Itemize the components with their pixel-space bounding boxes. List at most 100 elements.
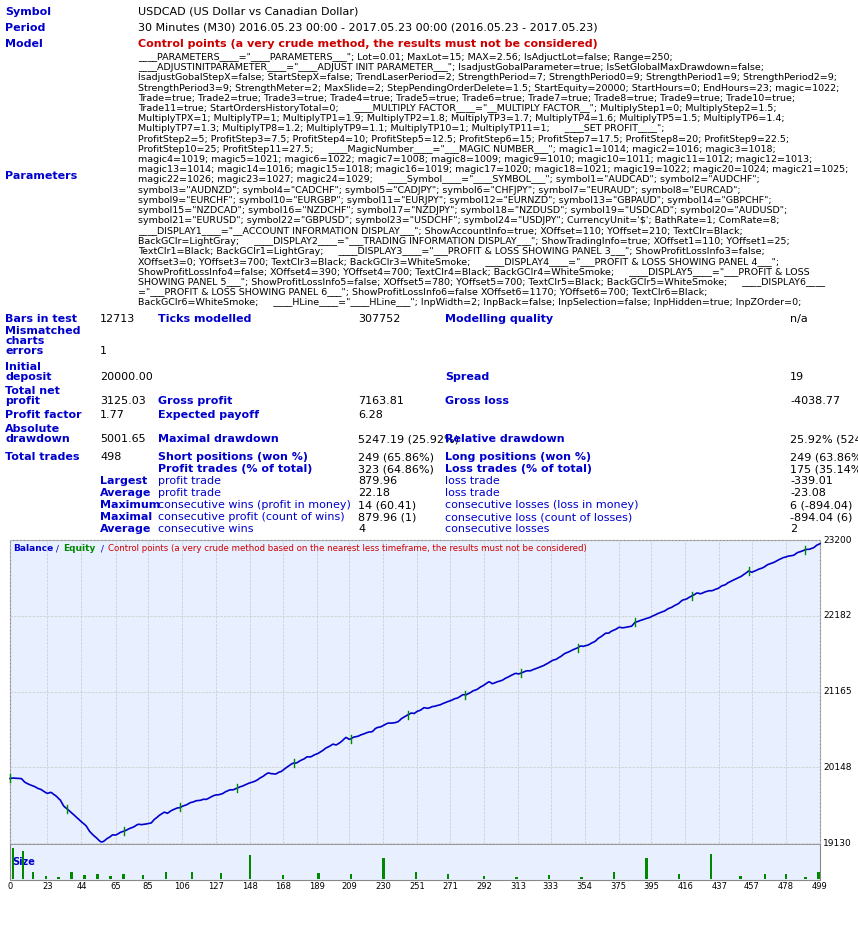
Text: Maximal drawdown: Maximal drawdown	[158, 434, 279, 444]
Bar	[678, 874, 680, 879]
Text: Average: Average	[100, 488, 151, 498]
Bar	[317, 872, 320, 879]
Bar	[281, 875, 284, 879]
Text: ="___PROFIT & LOSS SHOWING PANEL 6___"; ShowProfitLossInfo6=false XOffset6=1170;: ="___PROFIT & LOSS SHOWING PANEL 6___"; …	[138, 287, 707, 297]
Text: symbol3="AUDNZD"; symbol4="CADCHF"; symbol5="CADJPY"; symbol6="CHFJPY"; symbol7=: symbol3="AUDNZD"; symbol4="CADCHF"; symb…	[138, 186, 740, 195]
Text: 14 (60.41): 14 (60.41)	[358, 500, 416, 510]
Bar	[817, 871, 819, 879]
Text: 12713: 12713	[100, 314, 136, 324]
Bar	[516, 877, 517, 879]
Text: consecutive losses (loss in money): consecutive losses (loss in money)	[445, 500, 638, 510]
Bar	[613, 872, 615, 879]
Bar	[645, 858, 648, 879]
Text: 478: 478	[778, 882, 794, 891]
Text: 85: 85	[142, 882, 154, 891]
Text: Period: Period	[5, 23, 45, 33]
Text: Spread: Spread	[445, 372, 489, 382]
Text: Size: Size	[12, 857, 35, 868]
Text: 21165: 21165	[823, 687, 852, 696]
Text: 499: 499	[813, 882, 828, 891]
Text: 23: 23	[42, 882, 52, 891]
Bar	[96, 873, 99, 879]
Text: drawdown: drawdown	[5, 434, 69, 444]
Text: StrengthPeriod3=9; StrengthMeter=2; MaxSlide=2; StepPendingOrderDelete=1.5; Star: StrengthPeriod3=9; StrengthMeter=2; MaxS…	[138, 84, 839, 92]
Text: 5247.19 (25.92%): 5247.19 (25.92%)	[358, 434, 459, 444]
Text: XOffset3=0; YOffset3=700; TextClr3=Black; BackGClr3=WhiteSmoke;     ____DISPLAY4: XOffset3=0; YOffset3=700; TextClr3=Black…	[138, 257, 779, 266]
Text: MultiplyTP7=1.3; MultiplyTP8=1.2; MultiplyTP9=1.1; MultiplyTP10=1; MultiplyTP11=: MultiplyTP7=1.3; MultiplyTP8=1.2; Multip…	[138, 124, 664, 134]
Text: BackGClr6=WhiteSmoke;     ____HLine____="____HLine___"; InpWidth=2; InpBack=fals: BackGClr6=WhiteSmoke; ____HLine____="___…	[138, 298, 801, 307]
Text: IsadjustGobalStepX=false; StartStepX=false; TrendLaserPeriod=2; StrengthPeriod=7: IsadjustGobalStepX=false; StartStepX=fal…	[138, 73, 837, 82]
Bar	[710, 854, 712, 879]
Text: -894.04 (6): -894.04 (6)	[790, 512, 852, 522]
Text: Model: Model	[5, 39, 43, 49]
Text: 25.92% (5247.19): 25.92% (5247.19)	[790, 434, 858, 444]
Text: BackGClr=LightGray;     ____DISPLAY2____="___TRADING INFORMATION DISPLAY___"; Sh: BackGClr=LightGray; ____DISPLAY2____="__…	[138, 236, 789, 246]
Text: 168: 168	[275, 882, 291, 891]
Text: /: /	[53, 544, 62, 553]
Text: Largest: Largest	[100, 476, 148, 486]
Text: 416: 416	[677, 882, 693, 891]
Text: magic13=1014; magic14=1016; magic15=1018; magic16=1019; magic17=1020; magic18=10: magic13=1014; magic14=1016; magic15=1018…	[138, 165, 849, 174]
Text: ____ADJUSTINITPARAMETER____="____ADJUST INIT PARAMETER___"; IsadjustGobalParamet: ____ADJUSTINITPARAMETER____="____ADJUST …	[138, 63, 764, 73]
Text: 1.77: 1.77	[100, 410, 125, 420]
Text: ____PARAMETERS____="____PARAMETERS___"; Lot=0.01; MaxLot=15; MAX=2.56; IsAdjuctL: ____PARAMETERS____="____PARAMETERS___"; …	[138, 53, 673, 62]
Bar	[382, 858, 384, 879]
Text: magic4=1019; magic5=1021; magic6=1022; magic7=1008; magic8=1009; magic9=1010; ma: magic4=1019; magic5=1021; magic6=1022; m…	[138, 155, 813, 164]
Bar	[220, 873, 222, 879]
Text: Modelling quality: Modelling quality	[445, 314, 553, 324]
Text: 6 (-894.04): 6 (-894.04)	[790, 500, 852, 510]
Text: profit trade: profit trade	[158, 476, 221, 486]
Text: 437: 437	[711, 882, 728, 891]
Text: 30 Minutes (M30) 2016.05.23 00:00 - 2017.05.23 00:00 (2016.05.23 - 2017.05.23): 30 Minutes (M30) 2016.05.23 00:00 - 2017…	[138, 23, 598, 33]
Bar	[580, 877, 583, 879]
Text: 19: 19	[790, 372, 804, 382]
Text: ProfitStep10=25; ProfitStep11=27.5;     ____MagicNumber____="___MAGIC NUMBER___": ProfitStep10=25; ProfitStep11=27.5; ____…	[138, 145, 776, 154]
Bar	[447, 874, 450, 879]
Text: symbol21="EURUSD"; symbol22="GBPUSD"; symbol23="USDCHF"; symbol24="USDJPY"; Curr: symbol21="EURUSD"; symbol22="GBPUSD"; sy…	[138, 217, 780, 225]
Bar	[764, 873, 766, 879]
Text: 20000.00: 20000.00	[100, 372, 153, 382]
Bar	[165, 872, 167, 879]
Text: charts: charts	[5, 336, 45, 346]
Text: USDCAD (US Dollar vs Canadian Dollar): USDCAD (US Dollar vs Canadian Dollar)	[138, 7, 359, 17]
Text: 6.28: 6.28	[358, 410, 383, 420]
Bar	[483, 876, 485, 879]
Text: SHOWING PANEL 5___"; ShowProfitLossInfo5=false; XOffset5=780; YOffset5=700; Text: SHOWING PANEL 5___"; ShowProfitLossInfo5…	[138, 277, 825, 286]
Text: Profit trades (% of total): Profit trades (% of total)	[158, 464, 312, 474]
Text: 0: 0	[8, 882, 13, 891]
Bar	[547, 875, 550, 879]
Text: 4: 4	[358, 524, 366, 534]
Text: 22182: 22182	[823, 611, 851, 621]
Text: 1: 1	[100, 346, 107, 356]
Text: profit: profit	[5, 396, 40, 406]
Text: consecutive loss (count of losses): consecutive loss (count of losses)	[445, 512, 632, 522]
Text: Equity: Equity	[63, 544, 95, 553]
Bar	[70, 872, 73, 879]
Bar	[45, 876, 47, 879]
Bar	[414, 872, 417, 879]
Bar	[190, 871, 193, 879]
Text: deposit: deposit	[5, 372, 51, 382]
Text: ShowProfitLossInfo4=false; XOffset4=390; YOffset4=700; TextClr4=Black; BackGClr4: ShowProfitLossInfo4=false; XOffset4=390;…	[138, 268, 810, 276]
Bar	[12, 848, 15, 879]
Text: profit trade: profit trade	[158, 488, 221, 498]
Text: Parameters: Parameters	[5, 171, 77, 181]
Text: symbol15="NZDCAD"; symbol16="NZDCHF"; symbol17="NZDJPY"; symbol18="NZDUSD"; symb: symbol15="NZDCAD"; symbol16="NZDCHF"; sy…	[138, 206, 788, 215]
Text: Trade11=true; StartOrdersHistoryTotal=0;     ____MULTIPLY FACTOR____="__MULTIPLY: Trade11=true; StartOrdersHistoryTotal=0;…	[138, 104, 776, 113]
Text: 292: 292	[476, 882, 492, 891]
Text: n/a: n/a	[790, 314, 807, 324]
Text: TextClr1=Black; BackGClr1=LightGray;     ____DISPLAY3____="___PROFIT & LOSS SHOW: TextClr1=Black; BackGClr1=LightGray; ___…	[138, 247, 764, 256]
Text: -339.01: -339.01	[790, 476, 833, 486]
Text: Symbol: Symbol	[5, 7, 51, 17]
Text: 175 (35.14%): 175 (35.14%)	[790, 464, 858, 474]
Bar	[740, 876, 741, 879]
Text: loss trade: loss trade	[445, 476, 499, 486]
Text: errors: errors	[5, 346, 43, 356]
Text: -23.08: -23.08	[790, 488, 826, 498]
Text: 498: 498	[100, 452, 121, 462]
Text: consecutive losses: consecutive losses	[445, 524, 549, 534]
Text: Balance: Balance	[13, 544, 53, 553]
Text: Loss trades (% of total): Loss trades (% of total)	[445, 464, 592, 474]
Text: 395: 395	[644, 882, 659, 891]
Text: 5001.65: 5001.65	[100, 434, 146, 444]
